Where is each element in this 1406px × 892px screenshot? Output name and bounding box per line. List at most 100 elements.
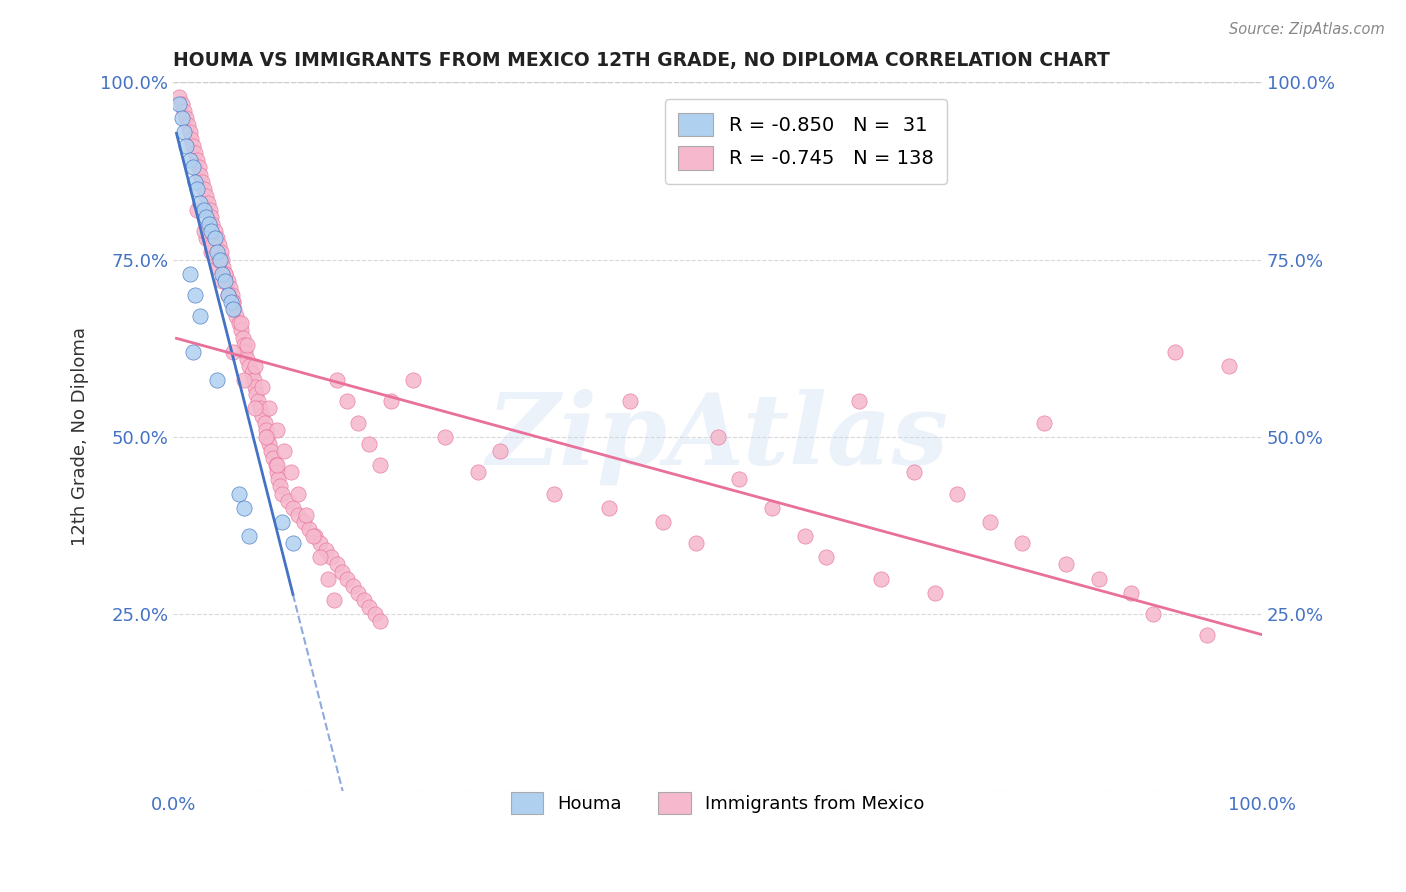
Point [180, 132, 202, 146]
Point [254, 423, 277, 437]
Point [184, 146, 207, 161]
Point [728, 472, 751, 486]
Point [247, 394, 270, 409]
Point [240, 366, 263, 380]
Point [267, 472, 290, 486]
Point [685, 536, 707, 550]
Point [200, 210, 222, 224]
Point [869, 572, 891, 586]
Point [179, 153, 201, 168]
Point [619, 394, 641, 409]
Point [281, 536, 304, 550]
Point [652, 515, 675, 529]
Point [209, 245, 232, 260]
Point [1197, 628, 1219, 642]
Point [238, 529, 260, 543]
Y-axis label: 12th Grade, No Diploma: 12th Grade, No Diploma [72, 327, 89, 546]
Point [170, 96, 193, 111]
Point [194, 231, 217, 245]
Point [325, 558, 347, 572]
Point [330, 565, 353, 579]
Point [301, 529, 323, 543]
Point [193, 182, 215, 196]
Point [280, 465, 302, 479]
Point [269, 479, 291, 493]
Point [222, 302, 245, 317]
Point [243, 359, 266, 373]
Point [323, 593, 346, 607]
Point [221, 288, 243, 302]
Legend: Houma, Immigrants from Mexico: Houma, Immigrants from Mexico [499, 781, 935, 825]
Point [295, 508, 318, 522]
Point [200, 202, 222, 217]
Point [1087, 572, 1109, 586]
Point [252, 409, 274, 423]
Point [214, 274, 236, 288]
Text: Source: ZipAtlas.com: Source: ZipAtlas.com [1229, 22, 1385, 37]
Point [315, 543, 337, 558]
Point [205, 373, 228, 387]
Point [368, 458, 391, 473]
Point [287, 508, 309, 522]
Point [214, 267, 236, 281]
Point [205, 231, 228, 245]
Point [179, 125, 201, 139]
Point [363, 607, 385, 621]
Point [254, 430, 277, 444]
Point [1033, 416, 1056, 430]
Point [194, 188, 217, 202]
Point [488, 444, 510, 458]
Point [336, 394, 359, 409]
Point [287, 486, 309, 500]
Point [342, 579, 364, 593]
Point [186, 182, 208, 196]
Point [201, 217, 224, 231]
Point [228, 317, 250, 331]
Point [233, 373, 256, 387]
Point [266, 465, 288, 479]
Point [197, 195, 219, 210]
Point [264, 458, 287, 473]
Point [434, 430, 457, 444]
Point [402, 373, 425, 387]
Point [229, 317, 252, 331]
Point [184, 175, 207, 189]
Point [319, 550, 342, 565]
Point [208, 252, 231, 267]
Point [543, 486, 565, 500]
Point [211, 252, 233, 267]
Point [219, 295, 242, 310]
Point [236, 351, 259, 366]
Point [242, 373, 264, 387]
Point [467, 465, 489, 479]
Point [761, 500, 783, 515]
Point [979, 515, 1001, 529]
Point [222, 295, 245, 310]
Point [336, 572, 359, 586]
Point [309, 550, 332, 565]
Point [380, 394, 402, 409]
Point [793, 529, 815, 543]
Point [249, 401, 271, 416]
Point [194, 210, 217, 224]
Point [256, 430, 278, 444]
Point [815, 550, 838, 565]
Point [193, 202, 215, 217]
Point [946, 486, 969, 500]
Point [225, 310, 247, 324]
Text: HOUMA VS IMMIGRANTS FROM MEXICO 12TH GRADE, NO DIPLOMA CORRELATION CHART: HOUMA VS IMMIGRANTS FROM MEXICO 12TH GRA… [173, 51, 1111, 70]
Point [186, 202, 208, 217]
Point [276, 493, 298, 508]
Point [181, 139, 204, 153]
Point [298, 522, 321, 536]
Point [204, 231, 226, 245]
Point [174, 139, 197, 153]
Point [173, 103, 195, 118]
Point [205, 245, 228, 260]
Point [190, 168, 212, 182]
Point [316, 572, 339, 586]
Point [903, 465, 925, 479]
Point [170, 111, 193, 125]
Point [217, 288, 239, 302]
Point [309, 536, 332, 550]
